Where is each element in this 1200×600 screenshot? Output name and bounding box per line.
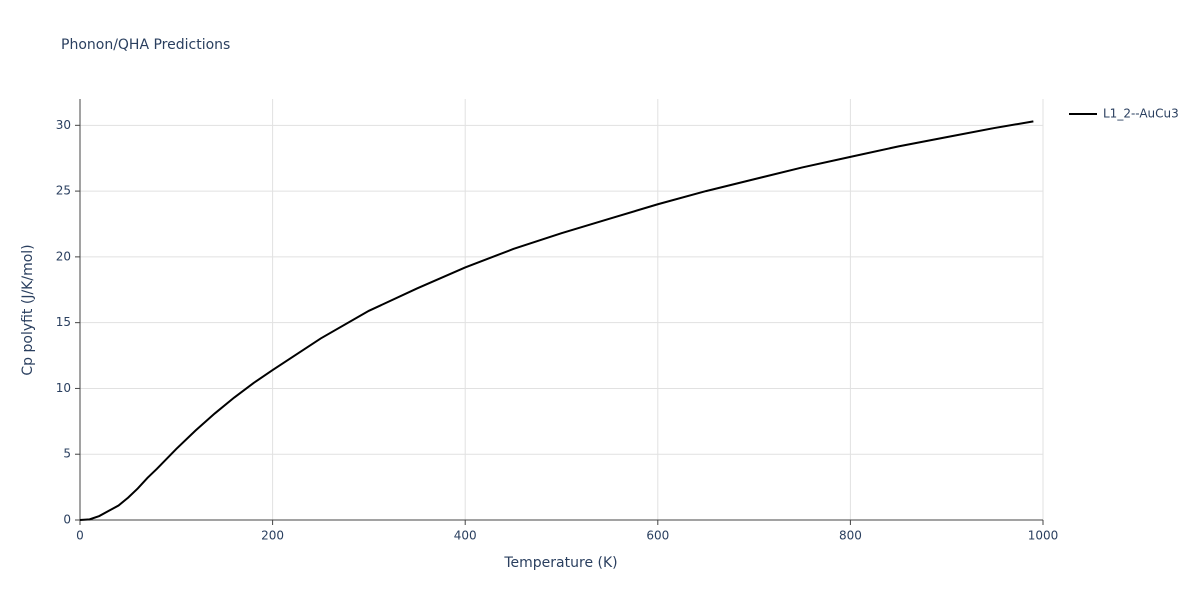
- y-tick-label: 5: [63, 447, 71, 461]
- y-axis-title: Cp polyfit (J/K/mol): [20, 244, 36, 375]
- y-tick-label: 15: [56, 315, 71, 329]
- y-tick-label: 25: [56, 184, 71, 198]
- x-tick-label: 200: [261, 529, 284, 543]
- data-line: [79, 120, 1034, 521]
- x-tick-label: 400: [454, 529, 477, 543]
- y-tick-label: 10: [56, 381, 71, 395]
- y-tick-label: 0: [63, 513, 71, 527]
- x-tick-label: 600: [646, 529, 669, 543]
- legend-label: L1_2--AuCu3: [1103, 107, 1179, 121]
- x-axis-title: Temperature (K): [503, 555, 617, 571]
- x-tick-label: 1000: [1028, 529, 1059, 543]
- y-tick-label: 30: [56, 118, 71, 132]
- y-tick-label: 20: [56, 249, 71, 263]
- chart-title: Phonon/QHA Predictions: [61, 37, 230, 53]
- x-tick-label: 0: [76, 529, 84, 543]
- x-tick-label: 800: [839, 529, 862, 543]
